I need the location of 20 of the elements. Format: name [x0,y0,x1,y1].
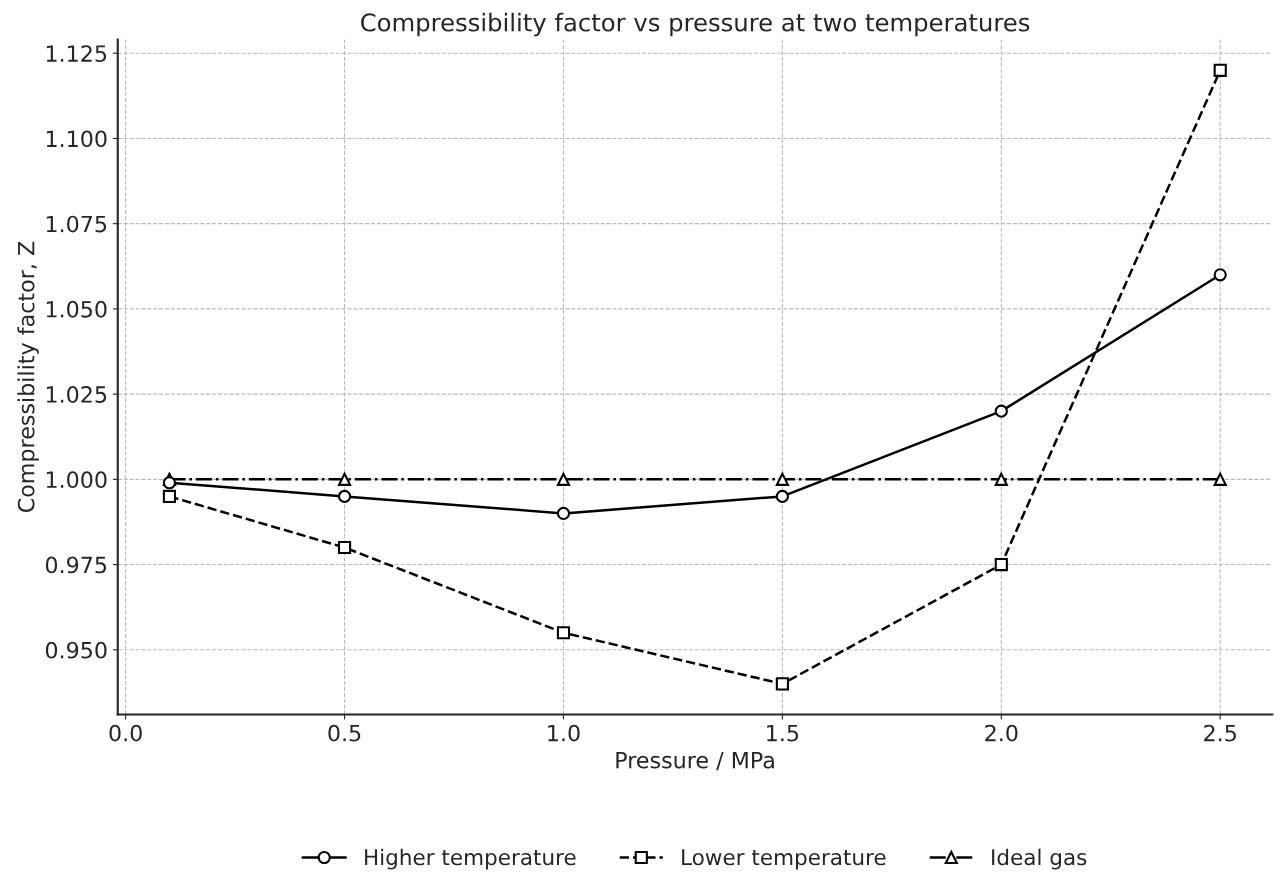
legend-label: Lower temperature [682,849,886,870]
y-tick-label: 1.100 [46,130,107,148]
y-tick-label: 1.050 [46,300,107,318]
x-tick-label: 2.0 [985,724,1018,742]
x-tick-label: 1.5 [767,724,799,742]
y-tick-label: 0.950 [45,641,107,659]
y-axis-title: Compressibility factor, Z [17,241,39,513]
chart-title: Compressibility factor vs pressure at two temperatures [361,12,1030,37]
x-tick-label: 1.0 [548,724,580,742]
y-tick-label: 1.000 [46,471,107,489]
y-tick-label: 1.125 [46,45,107,62]
x-tick-label: 2.5 [1204,724,1236,742]
y-tick-label: 0.975 [45,556,107,574]
y-tick-label: 1.075 [46,215,107,233]
x-tick-label: 0.0 [109,724,142,742]
y-tick-label: 1.025 [46,386,107,403]
x-tick-label: 0.5 [328,724,361,742]
legend-label: Ideal gas [992,848,1087,870]
x-axis-title: Pressure / MPa [616,752,774,771]
legend-label: Higher temperature [365,848,576,870]
